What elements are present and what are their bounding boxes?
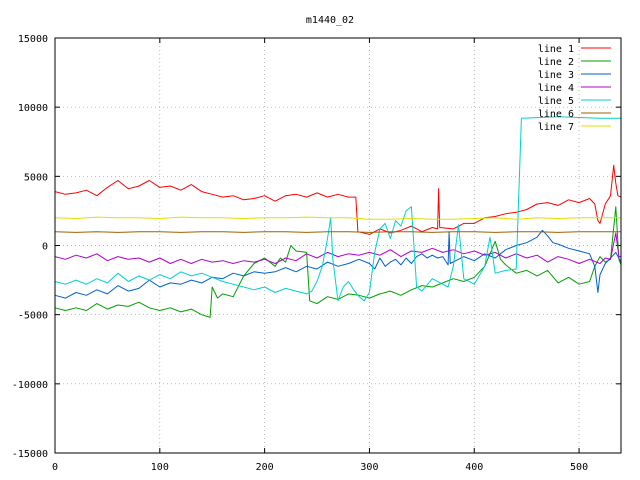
x-tick-label: 100	[151, 462, 169, 473]
series-line-7	[54, 216, 621, 220]
y-tick-label: -5000	[18, 311, 48, 322]
legend-label-2: line 2	[538, 57, 574, 68]
x-tick-label: 300	[360, 462, 378, 473]
legend-label-7: line 7	[538, 122, 574, 133]
series-line-1	[54, 164, 622, 235]
series-line-3	[54, 229, 622, 299]
x-tick-label: 400	[465, 462, 483, 473]
plot-frame	[54, 37, 622, 454]
chart-title: m1440_02	[306, 15, 354, 26]
y-tick-label: 10000	[18, 103, 48, 114]
x-tick-label: 200	[256, 462, 274, 473]
x-tick-label: 500	[570, 462, 588, 473]
y-tick-label: -15000	[12, 449, 48, 460]
y-tick-label: 15000	[18, 34, 48, 45]
series-line-4	[54, 232, 621, 264]
series-line-6	[54, 231, 621, 233]
y-tick-label: 5000	[24, 172, 48, 183]
axes: 0 100 200 300 400 500 -15000 -10000 -5000 0 5000 10…	[12, 34, 621, 473]
legend-label-5: line 5	[538, 96, 574, 107]
legend-label-6: line 6	[538, 109, 574, 120]
grid	[55, 38, 621, 453]
series-line-5	[54, 116, 621, 302]
y-tick-label: 0	[42, 242, 48, 253]
legend: line 1 line 2 line 3 line 4 line 5 line 6 line…	[538, 44, 611, 133]
x-tick-label: 0	[52, 462, 58, 473]
legend-label-1: line 1	[538, 44, 574, 55]
y-tick-label: -10000	[12, 380, 48, 391]
legend-label-3: line 3	[538, 70, 574, 81]
series-group	[54, 116, 622, 318]
legend-label-4: line 4	[538, 83, 574, 94]
